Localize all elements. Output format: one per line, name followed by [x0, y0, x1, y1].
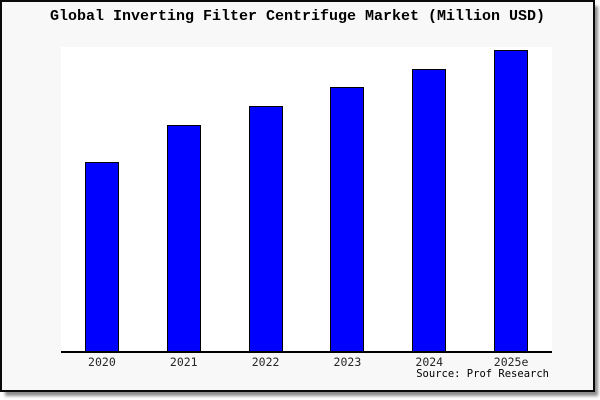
x-tick-label: 2020 — [88, 355, 116, 369]
plot-area — [61, 47, 552, 353]
bar — [412, 69, 447, 351]
bar — [84, 162, 119, 351]
source-caption: Source: Prof Research — [416, 368, 549, 380]
x-axis-labels: 2020 2021 2022 2023 2024 2025e — [61, 355, 552, 370]
chart-title: Global Inverting Filter Centrifuge Marke… — [49, 8, 546, 25]
bar — [248, 106, 283, 351]
x-tick-label: 2023 — [333, 355, 362, 369]
bar — [330, 87, 365, 351]
x-tick-label: 2025e — [493, 355, 529, 369]
bar — [166, 125, 201, 351]
x-tick-label: 2022 — [251, 355, 280, 369]
x-tick-label: 2024 — [415, 355, 444, 369]
x-tick-label: 2021 — [169, 355, 198, 369]
bar — [494, 50, 529, 351]
chart-card: Global Inverting Filter Centrifuge Marke… — [0, 0, 595, 392]
